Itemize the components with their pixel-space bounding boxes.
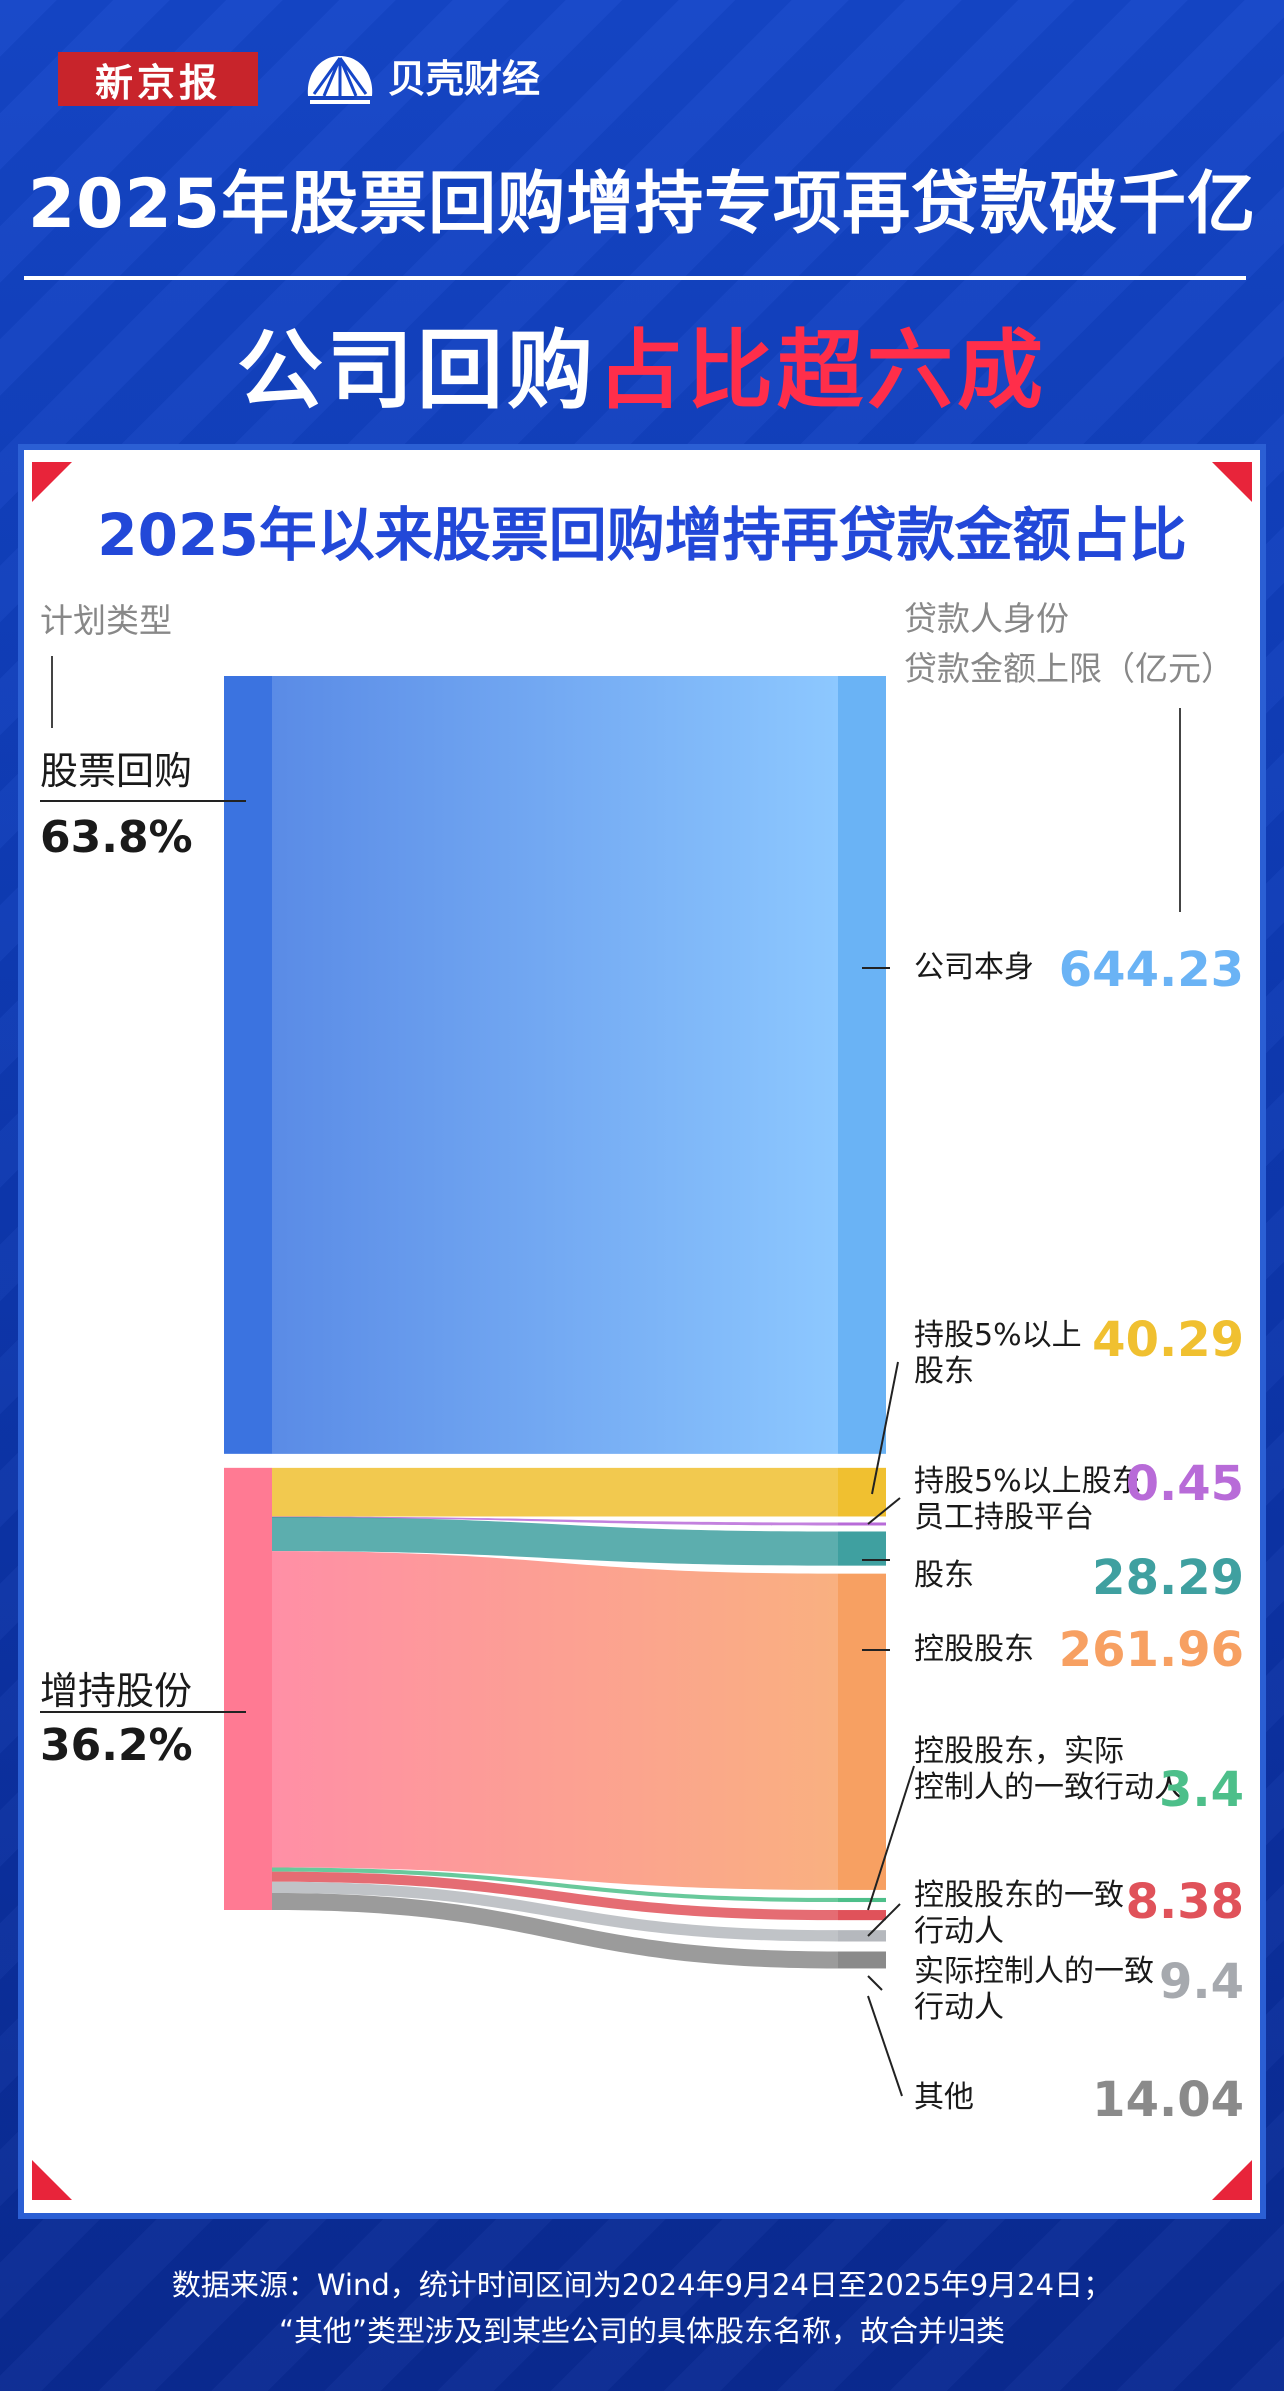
footer-note: “其他”类型涉及到某些公司的具体股东名称，故合并归类 (278, 2314, 1006, 2348)
target-label-4: 控股股东 (914, 1632, 1034, 1668)
source-bar-increase (224, 1467, 272, 1910)
target-label-2-line-1: 员工持股平台 (914, 1500, 1094, 1535)
target-label-6-line-1: 行动人 (914, 1914, 1004, 1949)
footer: 数据来源：Wind，统计时间区间为2024年9月24日至2025年9月24日； … (0, 2262, 1284, 2354)
target-label-2: 持股5%以上股东 员工持股平台 (914, 1464, 1142, 1536)
target-label-1: 持股5%以上 股东 (914, 1318, 1082, 1390)
target-bar-1 (838, 1467, 886, 1517)
target-label-6: 控股股东的一致 行动人 (914, 1878, 1124, 1950)
right-header-2: 贷款金额上限（亿元） (904, 649, 1234, 688)
xinjingbao-logo: 新京报 (58, 52, 258, 106)
flow-band-8 (272, 1893, 838, 1969)
flow-band-6 (272, 1871, 838, 1921)
corner-bottom-left (32, 2160, 72, 2200)
target-label-7-line-1: 行动人 (914, 1990, 1004, 2025)
target-bar-5 (838, 1897, 886, 1903)
target-label-5-line-0: 控股股东，实际 (914, 1734, 1124, 1769)
target-value-8: 14.04 (1092, 2072, 1244, 2128)
target-label-0: 公司本身 (914, 950, 1034, 986)
target-label-0-line-0: 公司本身 (914, 950, 1034, 985)
target-label-8: 其他 (914, 2080, 974, 2116)
corner-top-right (1212, 462, 1252, 502)
target-bar-8 (838, 1951, 886, 1969)
headline: 2025年股票回购增持专项再贷款破千亿 (27, 165, 1257, 244)
flow-band-5 (272, 1867, 838, 1903)
target-value-2: 0.45 (1125, 1456, 1244, 1512)
flow-band-7 (272, 1881, 838, 1942)
target-label-1-line-1: 股东 (914, 1354, 974, 1389)
target-value-7: 9.4 (1158, 1954, 1244, 2010)
target-label-2-line-0: 持股5%以上股东 (914, 1464, 1142, 1499)
flow-band-3 (272, 1517, 838, 1566)
target-label-8-line-0: 其他 (914, 2080, 974, 2115)
target-label-1-line-0: 持股5%以上 (914, 1318, 1082, 1353)
target-label-3-line-0: 股东 (914, 1558, 974, 1593)
target-label-3: 股东 (914, 1558, 974, 1594)
corner-top-left (32, 462, 72, 502)
footer-source: 数据来源：Wind，统计时间区间为2024年9月24日至2025年9月24日； (171, 2268, 1113, 2302)
target-label-5-line-1: 控制人的一致行动人 (914, 1770, 1184, 1805)
source-label-increase: 增持股份 (40, 1669, 193, 1713)
target-bar-0 (838, 676, 886, 1454)
target-connector-1 (871, 1361, 899, 1495)
flow-band-4 (272, 1551, 838, 1890)
target-connector-2 (867, 1497, 901, 1525)
corner-bottom-right (1212, 2160, 1252, 2200)
subheadline-red: 占比超六成 (597, 321, 1047, 421)
target-value-1: 40.29 (1092, 1312, 1244, 1368)
title-divider (24, 276, 1246, 280)
target-value-5: 3.4 (1158, 1762, 1244, 1818)
flow-band-0 (272, 676, 838, 1454)
target-bar-4 (838, 1573, 886, 1890)
target-value-4: 261.96 (1058, 1622, 1244, 1678)
flow-band-1 (272, 1467, 838, 1517)
target-value-3: 28.29 (1092, 1550, 1244, 1606)
subheadline-white: 公司回购 (237, 321, 597, 421)
source-bar-repurchase (224, 676, 272, 1454)
target-label-7: 实际控制人的一致 行动人 (914, 1954, 1154, 2026)
target-label-7-line-0: 实际控制人的一致 (914, 1954, 1154, 1989)
target-value-0: 644.23 (1058, 942, 1244, 998)
target-connector-5 (867, 1765, 915, 1911)
source-share-increase: 36.2% (40, 1720, 193, 1771)
target-connector-8 (867, 1995, 903, 2097)
target-label-4-line-0: 控股股东 (914, 1632, 1034, 1667)
shell-logo-icon (307, 56, 373, 104)
target-value-6: 8.38 (1125, 1874, 1244, 1930)
target-bar-2 (838, 1522, 886, 1526)
target-connector-6 (867, 1903, 901, 1937)
target-bar-7 (838, 1930, 886, 1942)
beike-caijing-logo: 贝壳财经 (388, 57, 541, 101)
source-share-repurchase: 63.8% (40, 812, 193, 863)
target-bar-6 (838, 1910, 886, 1921)
target-connector-7 (867, 1975, 883, 1991)
chart-title: 2025年以来股票回购增持再贷款金额占比 (97, 501, 1187, 569)
target-label-6-line-0: 控股股东的一致 (914, 1878, 1124, 1913)
subheadline: 公司回购占比超六成 (0, 300, 1284, 425)
target-label-5: 控股股东，实际 控制人的一致行动人 (914, 1734, 1184, 1806)
left-header: 计划类型 (40, 601, 172, 640)
source-label-repurchase: 股票回购 (40, 749, 193, 793)
right-header-1: 贷款人身份 (904, 599, 1069, 638)
